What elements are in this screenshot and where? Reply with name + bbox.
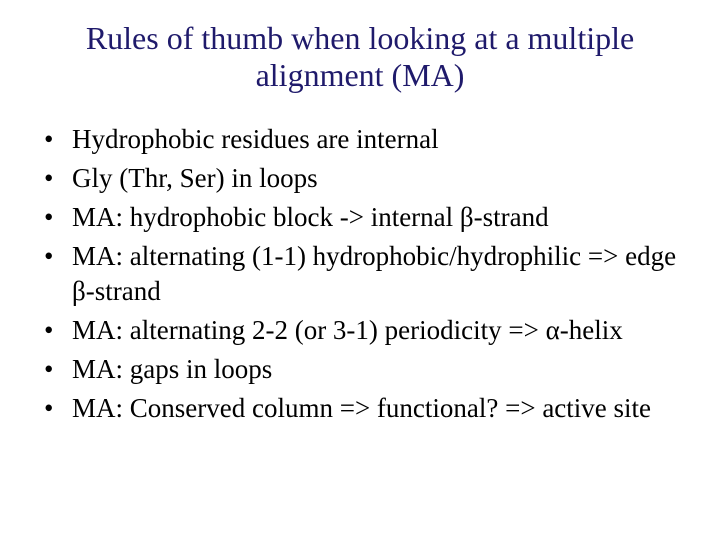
list-item: MA: gaps in loops — [40, 352, 690, 387]
list-item: Gly (Thr, Ser) in loops — [40, 161, 690, 196]
list-item: MA: alternating (1-1) hydrophobic/hydrop… — [40, 239, 690, 309]
list-item: Hydrophobic residues are internal — [40, 122, 690, 157]
list-item: MA: Conserved column => functional? => a… — [40, 391, 690, 426]
bullet-list: Hydrophobic residues are internal Gly (T… — [30, 122, 690, 427]
slide: Rules of thumb when looking at a multipl… — [0, 0, 720, 540]
list-item: MA: alternating 2-2 (or 3-1) periodicity… — [40, 313, 690, 348]
slide-title: Rules of thumb when looking at a multipl… — [30, 20, 690, 94]
list-item: MA: hydrophobic block -> internal β-stra… — [40, 200, 690, 235]
